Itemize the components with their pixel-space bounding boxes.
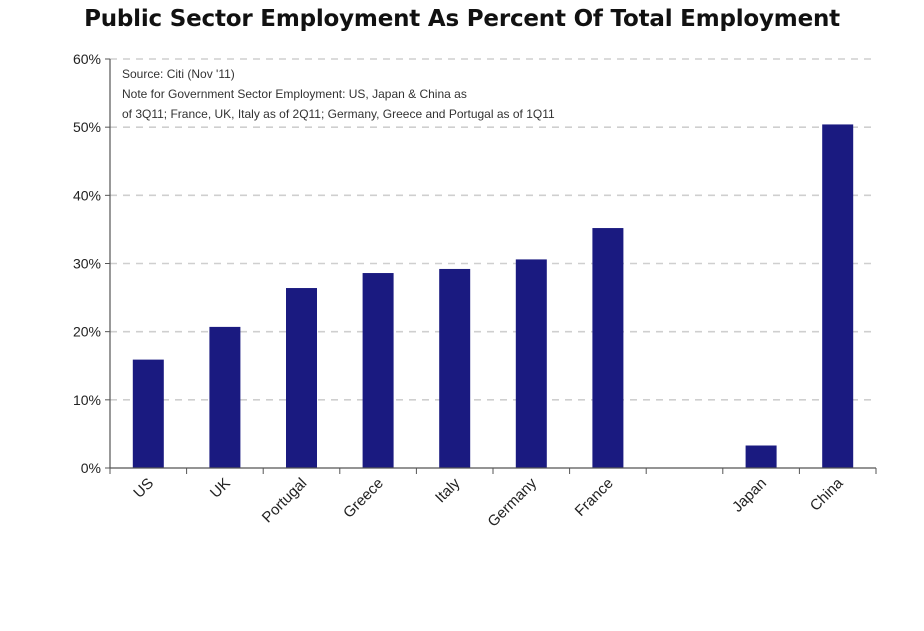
bars xyxy=(132,124,854,468)
x-tick-labels: US UK Portugal Greece Italy Germany France Japa… xyxy=(130,474,847,530)
bar-italy xyxy=(439,268,471,468)
bar-us xyxy=(132,359,164,468)
y-tick-label: 50% xyxy=(73,119,101,135)
x-tick-label: France xyxy=(572,475,617,520)
x-tick-label: Italy xyxy=(432,474,464,506)
bar-greece xyxy=(362,273,394,468)
y-tick-label: 10% xyxy=(73,392,101,408)
x-tick-label: US xyxy=(130,475,157,502)
x-tick-label: Portugal xyxy=(259,475,311,527)
axes xyxy=(105,58,877,474)
bar-germany xyxy=(515,259,547,468)
annotation-line: Note for Government Sector Employment: U… xyxy=(122,87,467,101)
source-note: Source: Citi (Nov '11) Note for Governmen… xyxy=(122,67,555,121)
bar-france xyxy=(592,228,624,468)
bar-portugal xyxy=(286,288,317,468)
x-tick-label: Greece xyxy=(340,475,387,522)
gridlines xyxy=(110,58,876,401)
annotation-line: of 3Q11; France, UK, Italy as of 2Q11; G… xyxy=(122,107,555,121)
x-tick-label: UK xyxy=(207,475,234,502)
chart-title: Public Sector Employment As Percent Of T… xyxy=(84,6,840,32)
x-tick-label: Germany xyxy=(484,474,540,530)
bar-china xyxy=(822,124,854,468)
x-tick-label: China xyxy=(807,474,847,514)
y-tick-label: 40% xyxy=(73,187,101,203)
bar-uk xyxy=(209,326,241,468)
y-tick-label: 0% xyxy=(81,460,101,476)
y-tick-label: 30% xyxy=(73,256,101,272)
y-tick-label: 60% xyxy=(73,51,101,67)
y-tick-labels: 0% 10% 20% 30% 40% 50% 60% xyxy=(73,51,101,476)
annotation-line: Source: Citi (Nov '11) xyxy=(122,67,235,81)
bar-japan xyxy=(745,445,777,468)
x-tick-label: Japan xyxy=(729,475,770,516)
y-tick-label: 20% xyxy=(73,324,101,340)
